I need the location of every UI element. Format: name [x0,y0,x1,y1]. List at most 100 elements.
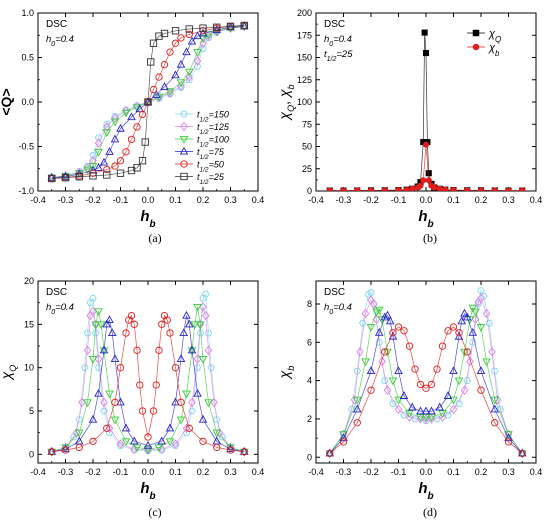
legend-item: t1/2=125 [175,121,230,136]
data-point [204,399,213,408]
data-point [110,416,120,425]
x-tick-label: -0.2 [85,467,101,477]
x-axis-label: hb [140,208,155,230]
plot-frame [315,12,537,192]
x-tick-label: 0.3 [224,195,237,205]
data-point [89,156,97,166]
data-point [411,365,419,373]
data-point [474,297,483,307]
data-point [182,47,191,56]
data-point [187,36,197,45]
data-point [193,354,202,364]
legend-item: t1/2=150 [175,110,229,123]
legend-label: χb [488,42,500,58]
data-point [116,123,125,132]
data-point [240,448,248,456]
data-point [212,25,222,33]
data-point [199,295,207,302]
data-point [129,436,139,445]
data-point [425,170,432,177]
legend-marker [179,135,189,144]
x-tick-label: -0.3 [58,195,74,205]
data-point [171,27,180,35]
data-point [121,423,131,432]
x-tick-label: 0.3 [502,195,515,205]
x-tick-label: -0.1 [391,467,407,477]
legend-marker [180,110,188,118]
x-tick-label: -0.4 [30,467,46,477]
data-point [188,407,196,415]
y-tick-label: 10 [24,363,34,373]
data-point [144,433,152,441]
data-point [395,187,402,191]
data-point [94,354,103,364]
annotation-h0: h0=0.4 [46,34,74,48]
data-point [157,444,166,454]
data-point [195,321,205,330]
data-point [477,293,485,303]
data-point [213,23,221,31]
data-point [443,391,453,399]
x-tick-label: -0.3 [336,195,352,205]
x-axis-label: hb [418,208,433,230]
data-point [111,162,119,170]
data-point [482,358,491,367]
data-point [61,173,70,182]
data-point [466,356,474,367]
data-point [199,24,207,32]
x-tick-label: 0.2 [475,195,488,205]
data-point [48,174,56,183]
data-point [488,347,496,357]
data-point [375,339,383,346]
data-point [239,448,249,457]
data-point [339,433,348,442]
annotation-t-half: t1/2=25 [324,49,353,63]
data-point [427,406,436,415]
data-point [107,328,117,337]
data-point [116,364,125,372]
data-point [427,414,436,422]
data-point [361,358,370,367]
data-point [325,450,335,459]
data-point [422,384,430,392]
data-point [400,327,408,335]
data-point [350,395,359,405]
data-point [460,385,469,395]
data-point [155,346,163,354]
data-point [133,164,141,172]
data-point [89,172,97,180]
legend-item: t1/2=75 [175,146,225,161]
data-point [421,406,431,415]
legend-label: χQ [488,28,501,44]
data-point [394,366,403,375]
data-point [47,172,57,181]
data-point [199,302,207,312]
series-line [329,312,523,454]
annotation-label: DSC [46,19,67,30]
series-t75 [325,308,527,457]
data-point [160,82,169,90]
y-tick-label: 1.0 [21,8,34,18]
data-point [366,366,376,375]
data-point [116,169,125,177]
data-point [94,148,103,157]
data-point [121,438,131,447]
y-tick-label: 6 [307,337,312,347]
data-point [353,367,361,375]
series-chib [326,141,526,191]
data-point [457,316,467,325]
annotation-h0: h0=0.4 [324,302,352,316]
data-point [460,308,469,317]
data-point [105,390,114,399]
data-point [116,442,125,449]
data-point [416,406,425,415]
x-tick-label: 0.1 [169,195,182,205]
x-tick-label: -0.4 [30,195,46,205]
legend-label: t1/2=25 [197,172,225,186]
data-point [212,429,222,438]
data-point [389,400,397,407]
data-point [491,367,499,375]
x-tick-label: 0.4 [252,467,265,477]
data-point [147,58,155,66]
